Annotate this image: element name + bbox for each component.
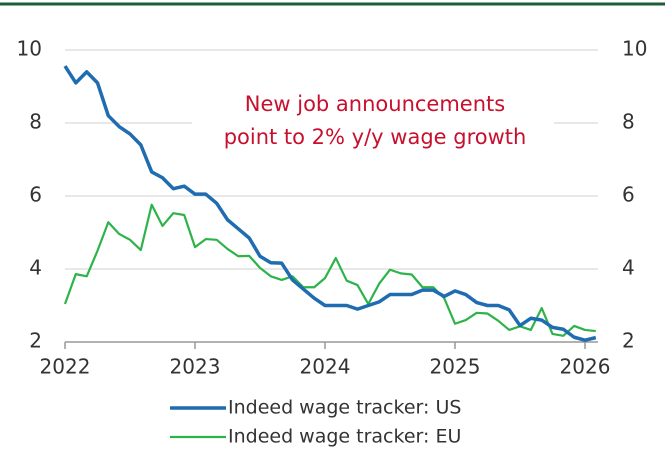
y2-tick-label: 4 <box>622 256 635 280</box>
x-tick-label: 2022 <box>40 355 91 379</box>
x-tick-label: 2026 <box>560 355 611 379</box>
annotation-backdrop <box>192 88 554 156</box>
x-tick-label: 2025 <box>430 355 481 379</box>
annotation: point to 2% y/y wage growth <box>224 125 527 149</box>
legend-label: Indeed wage tracker: EU <box>228 426 461 448</box>
y2-tick-label: 6 <box>622 183 635 207</box>
y-tick-label: 4 <box>29 256 42 280</box>
y-tick-label: 2 <box>29 329 42 353</box>
y2-tick-label: 10 <box>622 37 647 61</box>
y2-tick-label: 2 <box>622 329 635 353</box>
y-tick-label: 6 <box>29 183 42 207</box>
legend-label: Indeed wage tracker: US <box>228 397 461 419</box>
series-line <box>63 65 597 342</box>
y-tick-label: 8 <box>29 110 42 134</box>
annotation: New job announcements <box>245 92 505 116</box>
x-tick-label: 2023 <box>170 355 221 379</box>
y2-tick-label: 8 <box>622 110 635 134</box>
y-tick-label: 10 <box>17 37 42 61</box>
series-line <box>63 203 596 337</box>
x-tick-label: 2024 <box>300 355 351 379</box>
